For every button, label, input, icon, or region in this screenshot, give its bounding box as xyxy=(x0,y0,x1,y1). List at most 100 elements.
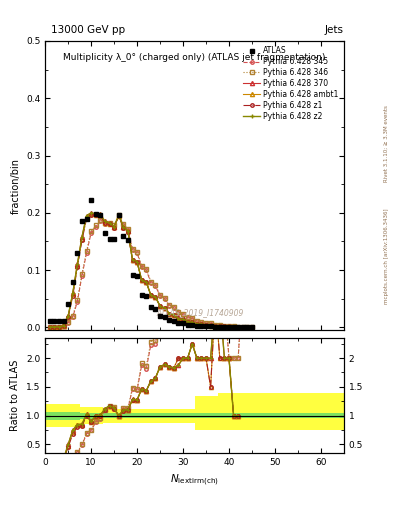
Pythia 6.428 346 xyxy=(213,322,218,328)
Pythia 6.428 345 xyxy=(217,322,222,328)
Pythia 6.428 345 xyxy=(199,318,204,325)
Text: 13000 GeV pp: 13000 GeV pp xyxy=(51,25,125,35)
Pythia 6.428 z1 xyxy=(107,221,112,227)
Pythia 6.428 ambt1 xyxy=(75,263,80,269)
Pythia 6.428 ambt1 xyxy=(84,215,89,221)
Pythia 6.428 346 xyxy=(158,292,162,298)
Pythia 6.428 z2 xyxy=(48,324,52,330)
Pythia 6.428 z1 xyxy=(158,303,162,309)
Pythia 6.428 345 xyxy=(48,324,52,330)
Pythia 6.428 346 xyxy=(80,271,84,277)
ATLAS xyxy=(48,317,52,324)
ATLAS xyxy=(98,212,103,218)
Pythia 6.428 345 xyxy=(185,314,190,321)
Pythia 6.428 z1 xyxy=(116,212,121,219)
Pythia 6.428 370 xyxy=(199,321,204,327)
Pythia 6.428 ambt1 xyxy=(52,324,57,330)
Pythia 6.428 346 xyxy=(199,318,204,325)
Pythia 6.428 z2 xyxy=(167,311,172,317)
Pythia 6.428 345 xyxy=(121,222,126,228)
Pythia 6.428 370 xyxy=(70,290,75,296)
ATLAS xyxy=(227,324,231,330)
Text: Jets: Jets xyxy=(325,25,344,35)
Pythia 6.428 370 xyxy=(213,323,218,329)
Pythia 6.428 z1 xyxy=(70,293,75,299)
Pythia 6.428 z2 xyxy=(103,218,107,224)
ATLAS xyxy=(241,324,245,330)
Pythia 6.428 ambt1 xyxy=(199,321,204,327)
Pythia 6.428 370 xyxy=(84,212,89,219)
Pythia 6.428 z2 xyxy=(89,210,94,216)
Pythia 6.428 ambt1 xyxy=(135,259,140,265)
Pythia 6.428 z1 xyxy=(130,258,135,264)
Pythia 6.428 z2 xyxy=(116,212,121,218)
Pythia 6.428 ambt1 xyxy=(140,278,144,284)
Line: ATLAS: ATLAS xyxy=(48,198,254,330)
Pythia 6.428 ambt1 xyxy=(112,224,116,230)
ATLAS xyxy=(52,317,57,324)
Pythia 6.428 z2 xyxy=(112,223,116,229)
ATLAS xyxy=(217,324,222,330)
Pythia 6.428 z1 xyxy=(61,323,66,329)
Y-axis label: fraction/bin: fraction/bin xyxy=(10,158,20,214)
Pythia 6.428 z2 xyxy=(153,294,158,300)
Pythia 6.428 ambt1 xyxy=(190,319,195,325)
Pythia 6.428 370 xyxy=(217,323,222,329)
Pythia 6.428 z2 xyxy=(70,290,75,296)
Pythia 6.428 z2 xyxy=(94,211,98,217)
Pythia 6.428 ambt1 xyxy=(171,312,176,318)
Pythia 6.428 370 xyxy=(208,322,213,328)
Line: Pythia 6.428 ambt1: Pythia 6.428 ambt1 xyxy=(48,212,240,329)
Pythia 6.428 ambt1 xyxy=(195,321,199,327)
ATLAS xyxy=(130,271,135,278)
Pythia 6.428 z2 xyxy=(236,324,241,330)
Pythia 6.428 345 xyxy=(107,221,112,227)
ATLAS xyxy=(222,324,227,330)
Pythia 6.428 z1 xyxy=(217,323,222,329)
Pythia 6.428 ambt1 xyxy=(236,324,241,330)
Pythia 6.428 370 xyxy=(185,318,190,325)
Pythia 6.428 346 xyxy=(241,324,245,330)
ATLAS xyxy=(236,324,241,330)
Pythia 6.428 370 xyxy=(236,324,241,330)
Pythia 6.428 370 xyxy=(80,234,84,240)
Pythia 6.428 345 xyxy=(112,224,116,230)
Pythia 6.428 345 xyxy=(125,227,130,233)
Pythia 6.428 z2 xyxy=(140,278,144,284)
Pythia 6.428 z1 xyxy=(231,324,236,330)
Pythia 6.428 z1 xyxy=(52,324,57,330)
Pythia 6.428 370 xyxy=(66,313,70,319)
Pythia 6.428 z2 xyxy=(75,261,80,267)
Line: Pythia 6.428 z2: Pythia 6.428 z2 xyxy=(48,211,240,329)
Pythia 6.428 ambt1 xyxy=(61,323,66,329)
Pythia 6.428 ambt1 xyxy=(231,324,236,330)
Pythia 6.428 ambt1 xyxy=(107,221,112,227)
ATLAS xyxy=(89,197,94,203)
Pythia 6.428 z1 xyxy=(84,216,89,222)
Pythia 6.428 z2 xyxy=(125,228,130,234)
Pythia 6.428 z1 xyxy=(204,322,208,328)
Line: Pythia 6.428 370: Pythia 6.428 370 xyxy=(48,211,240,329)
Pythia 6.428 345 xyxy=(140,264,144,270)
Pythia 6.428 z1 xyxy=(103,220,107,226)
ATLAS xyxy=(135,273,140,279)
ATLAS xyxy=(185,322,190,328)
Pythia 6.428 370 xyxy=(103,218,107,224)
ATLAS xyxy=(250,324,254,330)
ATLAS xyxy=(116,211,121,218)
ATLAS xyxy=(181,321,185,327)
Pythia 6.428 345 xyxy=(66,319,70,326)
Text: mcplots.cern.ch [arXiv:1306.3436]: mcplots.cern.ch [arXiv:1306.3436] xyxy=(384,208,389,304)
Pythia 6.428 z1 xyxy=(153,294,158,300)
Pythia 6.428 346 xyxy=(140,263,144,269)
Pythia 6.428 345 xyxy=(70,314,75,320)
Pythia 6.428 z2 xyxy=(84,212,89,219)
Pythia 6.428 346 xyxy=(52,324,57,330)
Pythia 6.428 ambt1 xyxy=(222,323,227,329)
ATLAS xyxy=(144,293,149,299)
Pythia 6.428 346 xyxy=(89,228,94,234)
Pythia 6.428 370 xyxy=(227,323,231,329)
Pythia 6.428 ambt1 xyxy=(94,212,98,218)
Pythia 6.428 345 xyxy=(57,324,61,330)
Pythia 6.428 370 xyxy=(231,324,236,330)
